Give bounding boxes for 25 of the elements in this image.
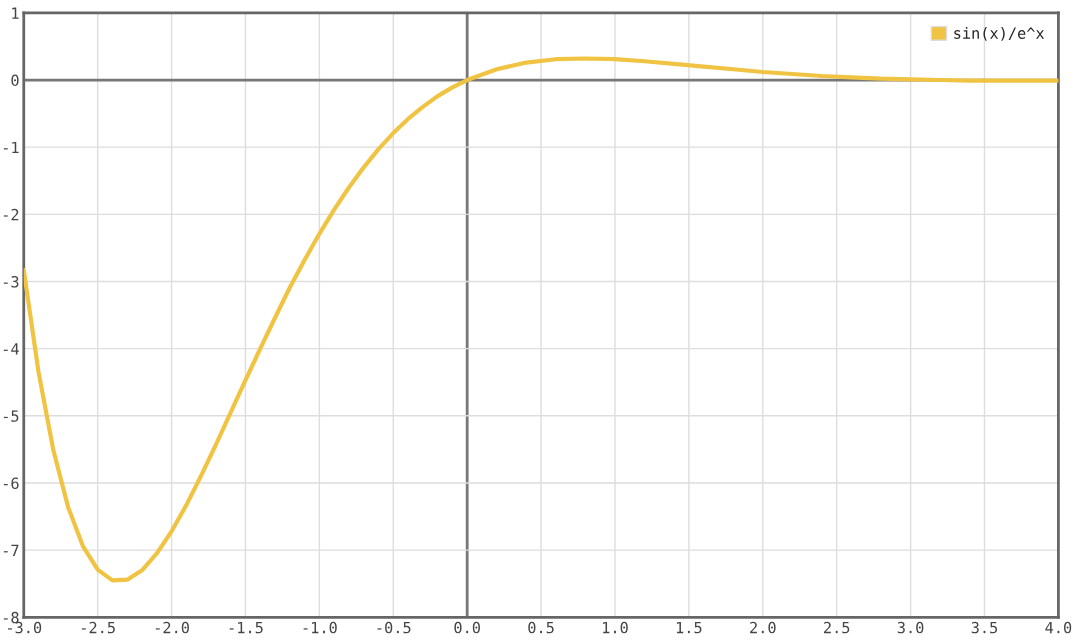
x-tick-label: 3.0 bbox=[897, 621, 924, 634]
x-tick-label: -1.0 bbox=[303, 621, 337, 634]
line-series bbox=[23, 56, 1059, 583]
y-tick-label: -6 bbox=[3, 477, 19, 490]
x-tick-label: 2.5 bbox=[824, 621, 850, 634]
x-tick-label: 2.0 bbox=[750, 621, 776, 634]
x-tick-label: -1.5 bbox=[229, 622, 263, 634]
x-tick-label: 1.0 bbox=[603, 621, 628, 634]
legend-label: sin(x)/e^x bbox=[954, 27, 1045, 41]
y-tick-label: 0 bbox=[11, 74, 19, 87]
y-tick-label: -7 bbox=[3, 544, 19, 556]
y-tick-label: -4 bbox=[3, 343, 19, 355]
x-tick-label: 0.0 bbox=[454, 621, 480, 634]
y-tick-label: -5 bbox=[3, 410, 19, 422]
x-tick-label: 4.0 bbox=[1045, 621, 1072, 634]
x-tick-label: 1.5 bbox=[676, 622, 702, 634]
y-tick-label: -3 bbox=[3, 276, 19, 288]
y-tick-label: -2 bbox=[3, 208, 19, 221]
x-tick-label: -2.0 bbox=[155, 621, 189, 634]
y-tick-label: -1 bbox=[3, 141, 19, 154]
x-tick-label: -0.5 bbox=[377, 621, 411, 634]
y-tick-label: 1 bbox=[12, 7, 19, 19]
x-tick-label: -2.5 bbox=[81, 621, 115, 634]
x-tick-label: 0.5 bbox=[528, 621, 554, 634]
x-tick-label: 3.5 bbox=[971, 621, 998, 634]
